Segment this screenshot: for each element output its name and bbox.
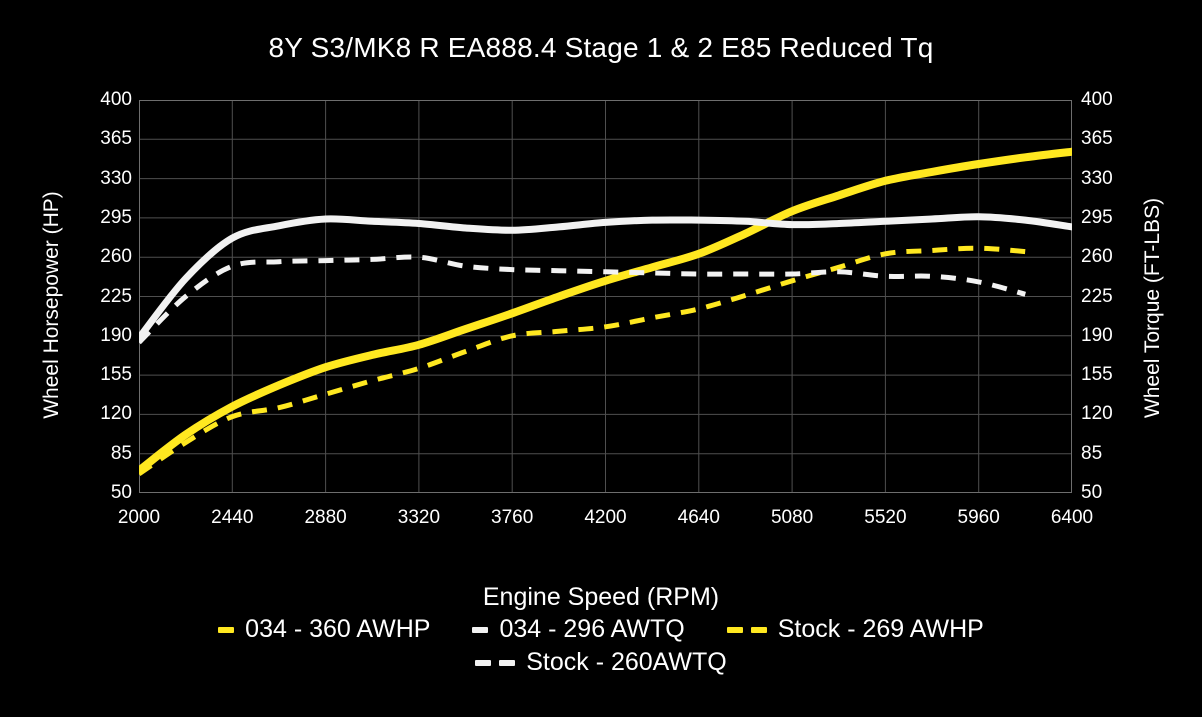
y-tick-label-left: 295 — [100, 206, 132, 228]
x-tick-label: 4200 — [584, 507, 627, 528]
x-tick-label: 5080 — [770, 507, 814, 528]
y-tick-label-right: 50 — [1081, 482, 1103, 503]
y-tick-label-left: 155 — [100, 364, 132, 386]
legend-label: 034 - 296 AWTQ — [499, 615, 685, 643]
marker-dash — [726, 626, 743, 633]
x-tick-label: 2000 — [117, 507, 161, 528]
x-tick-label: 2440 — [211, 507, 254, 528]
series-path-034-296-awtq — [139, 213, 1072, 342]
legend-item-stock-260awtq: Stock - 260AWTQ — [475, 648, 727, 677]
legend-row-2: Stock - 260AWTQ — [0, 648, 1202, 677]
y-axis-label-left: Wheel Horsepower (HP) — [40, 191, 63, 419]
y-tick-label-left: 260 — [100, 246, 132, 268]
y-tick-label-left: 400 — [100, 89, 132, 110]
x-tick-label: 3320 — [397, 507, 441, 528]
marker-dash — [499, 659, 516, 666]
legend-item-034-296-awtq: 034 - 296 AWTQ — [472, 615, 685, 644]
plot-area — [139, 100, 1072, 493]
solid-line-marker-icon — [218, 626, 235, 633]
x-tick-label: 4640 — [677, 507, 720, 528]
chart-title: 8Y S3/MK8 R EA888.4 Stage 1 & 2 E85 Redu… — [268, 32, 934, 63]
legend-row-1: 034 - 360 AWHP 034 - 296 AWTQ Stock - 269 … — [0, 615, 1202, 644]
y-tick-label-right: 155 — [1081, 364, 1113, 386]
plot-border — [139, 100, 1072, 493]
y-tick-label-right: 120 — [1081, 403, 1113, 425]
y-tick-label-right: 190 — [1081, 324, 1113, 346]
series-path-034-360-awhp — [139, 147, 1072, 475]
x-tick-label: 3760 — [491, 507, 534, 528]
x-tick-label: 5960 — [957, 507, 1000, 528]
legend-item-034-360-awhp: 034 - 360 AWHP — [218, 615, 430, 644]
y-tick-label-right: 365 — [1081, 128, 1113, 150]
marker-dash — [750, 626, 767, 633]
legend-label: 034 - 360 AWHP — [245, 615, 431, 643]
y-tick-label-left: 330 — [100, 167, 132, 189]
y-tick-label-right: 400 — [1081, 89, 1113, 110]
marker-dash — [475, 659, 492, 666]
y-tick-label-right: 260 — [1081, 246, 1113, 268]
series-path-stock-260awtq — [139, 254, 1026, 345]
x-tick-label: 2880 — [304, 507, 347, 528]
x-tick-label: 6400 — [1050, 507, 1094, 528]
y-tick-label-left: 120 — [100, 403, 132, 425]
marker-dash — [472, 626, 489, 633]
y-tick-label-left: 85 — [110, 442, 132, 464]
dashed-line-marker-icon — [726, 626, 767, 633]
y-tick-label-left: 190 — [100, 324, 132, 346]
y-tick-label-right: 295 — [1081, 206, 1113, 228]
legend-item-stock-269-awhp: Stock - 269 AWHP — [726, 615, 984, 644]
y-tick-label-right: 85 — [1081, 442, 1103, 464]
x-tick-label: 5520 — [864, 507, 907, 528]
dashed-line-marker-icon — [475, 659, 516, 666]
y-tick-label-right: 225 — [1081, 285, 1113, 307]
marker-dash — [218, 626, 235, 633]
legend-label: Stock - 269 AWHP — [777, 615, 984, 643]
series-path-stock-269-awhp — [139, 245, 1026, 476]
x-axis-label: Engine Speed (RPM) — [482, 583, 720, 611]
y-tick-label-right: 330 — [1081, 167, 1113, 189]
solid-line-marker-icon — [472, 626, 489, 633]
legend-label: Stock - 260AWTQ — [526, 648, 727, 676]
y-tick-label-left: 225 — [100, 285, 132, 307]
y-tick-label-left: 50 — [110, 482, 132, 503]
y-tick-label-left: 365 — [100, 128, 132, 150]
